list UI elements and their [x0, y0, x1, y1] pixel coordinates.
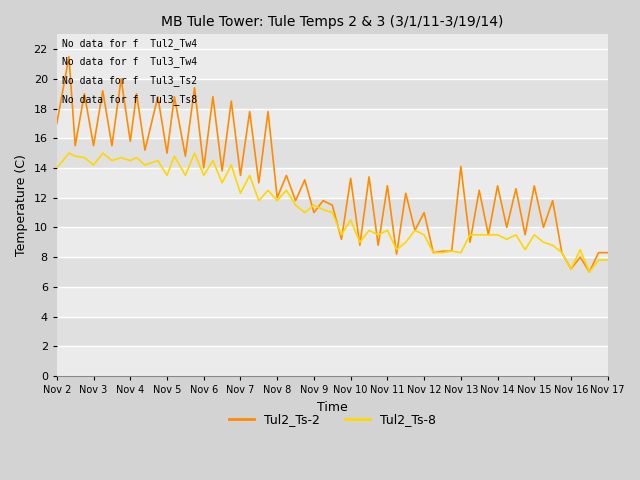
Bar: [57, 108, 608, 138]
Legend: Tul2_Ts-2, Tul2_Ts-8: Tul2_Ts-2, Tul2_Ts-8: [224, 408, 441, 431]
Bar: [57, 346, 608, 376]
Bar: [57, 257, 608, 287]
Bar: [57, 79, 608, 108]
Bar: [57, 228, 608, 257]
Bar: [57, 198, 608, 228]
Text: No data for f  Tul3_Ts2: No data for f Tul3_Ts2: [62, 75, 198, 86]
X-axis label: Time: Time: [317, 400, 348, 413]
Text: No data for f  Tul3_Ts8: No data for f Tul3_Ts8: [62, 94, 198, 105]
Bar: [57, 316, 608, 346]
Bar: [57, 138, 608, 168]
Text: No data for f  Tul3_Tw4: No data for f Tul3_Tw4: [62, 57, 198, 68]
Bar: [57, 287, 608, 316]
Bar: [57, 168, 608, 198]
Title: MB Tule Tower: Tule Temps 2 & 3 (3/1/11-3/19/14): MB Tule Tower: Tule Temps 2 & 3 (3/1/11-…: [161, 15, 504, 29]
Text: No data for f  Tul2_Tw4: No data for f Tul2_Tw4: [62, 38, 198, 48]
Bar: [57, 49, 608, 79]
Y-axis label: Temperature (C): Temperature (C): [15, 154, 28, 256]
